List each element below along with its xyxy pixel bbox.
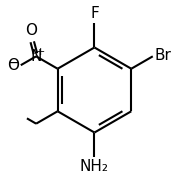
Text: −: −: [7, 56, 19, 70]
Text: F: F: [90, 6, 99, 21]
Text: +: +: [36, 47, 45, 57]
Text: O: O: [25, 23, 38, 38]
Text: O: O: [7, 58, 19, 73]
Text: NH₂: NH₂: [80, 159, 109, 174]
Text: Br: Br: [155, 48, 172, 63]
Text: N: N: [30, 49, 42, 64]
